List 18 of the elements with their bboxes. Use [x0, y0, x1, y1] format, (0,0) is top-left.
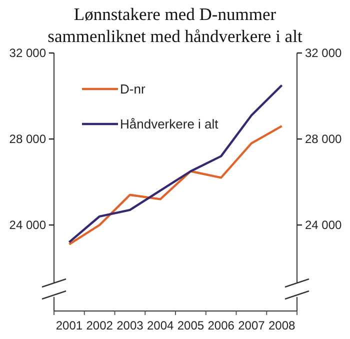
- y-tick-label: 24 000: [9, 218, 46, 232]
- chart-title: Lønnstakere med D-nummer sammenliknet med håndverkere i alt: [48, 4, 302, 46]
- x-tick-label: 2002: [86, 318, 114, 333]
- x-tick-label: 2008: [268, 318, 296, 333]
- y2-tick-label: 32 000: [305, 46, 342, 60]
- legend-label: Håndverkere i alt: [120, 116, 219, 132]
- y-tick-label: 32 000: [9, 46, 46, 60]
- y2-tick-label: 24 000: [305, 218, 342, 232]
- x-tick-label: 2006: [208, 318, 235, 333]
- legend-label: D-nr: [120, 82, 146, 96]
- x-tick-label: 2005: [177, 318, 204, 333]
- y-tick-label: 28 000: [9, 132, 46, 146]
- x-tick-label: 2001: [56, 318, 83, 333]
- x-tick-label: 2004: [146, 318, 174, 333]
- x-tick-label: 2007: [238, 318, 266, 333]
- y2-tick-label: 28 000: [305, 132, 342, 146]
- line-series: [68, 84, 283, 244]
- x-tick-label: 2003: [116, 318, 144, 333]
